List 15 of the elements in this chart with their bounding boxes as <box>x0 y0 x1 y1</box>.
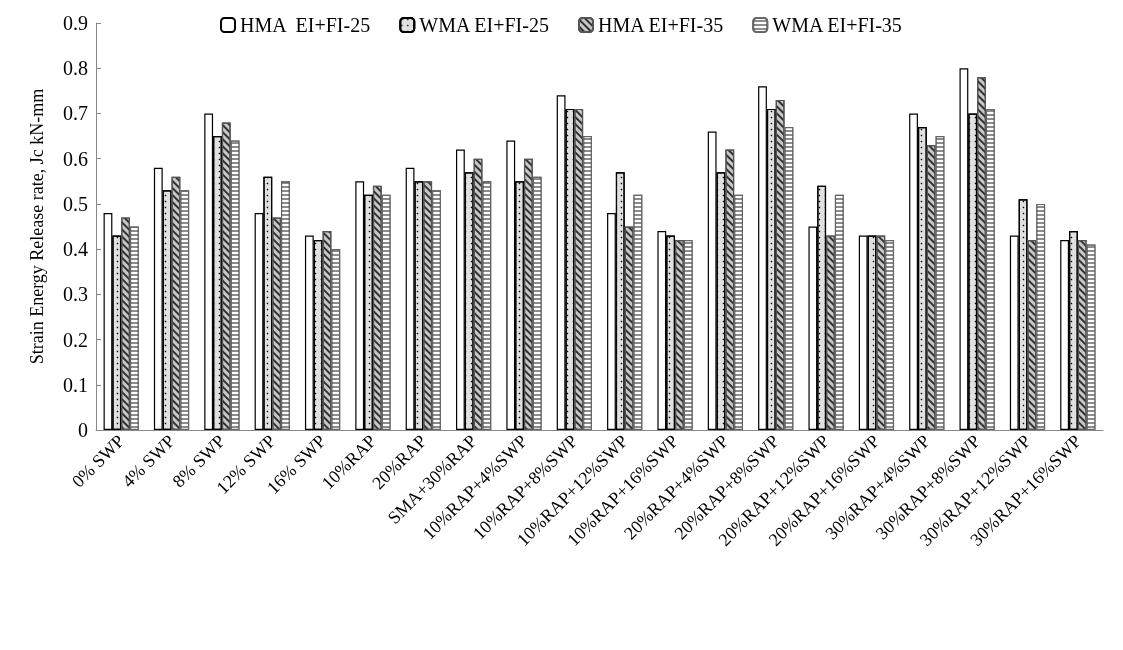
y-tick-label: 0.6 <box>63 147 88 170</box>
y-tick-label: 0 <box>78 419 88 441</box>
y-tick-label: 0.1 <box>63 373 88 396</box>
y-tick-label: 0.2 <box>63 328 88 351</box>
y-tick-label: 0.8 <box>63 57 88 80</box>
y-tick-label: 0.9 <box>63 12 88 34</box>
legend-label: WMA EI+FI-35 <box>772 14 902 36</box>
y-tick-label: 0.7 <box>63 102 88 125</box>
legend-label: HMA EI+FI-35 <box>598 14 724 36</box>
legend-label: HMA EI+FI-25 <box>240 14 371 36</box>
y-tick-label: 0.5 <box>63 192 88 215</box>
y-axis-title: Strain Energy Release rate, Jc kN-mm <box>27 88 47 365</box>
y-tick-label: 0.3 <box>63 283 88 306</box>
legend-label: WMA EI+FI-25 <box>419 14 549 36</box>
y-tick-label: 0.4 <box>63 238 88 261</box>
